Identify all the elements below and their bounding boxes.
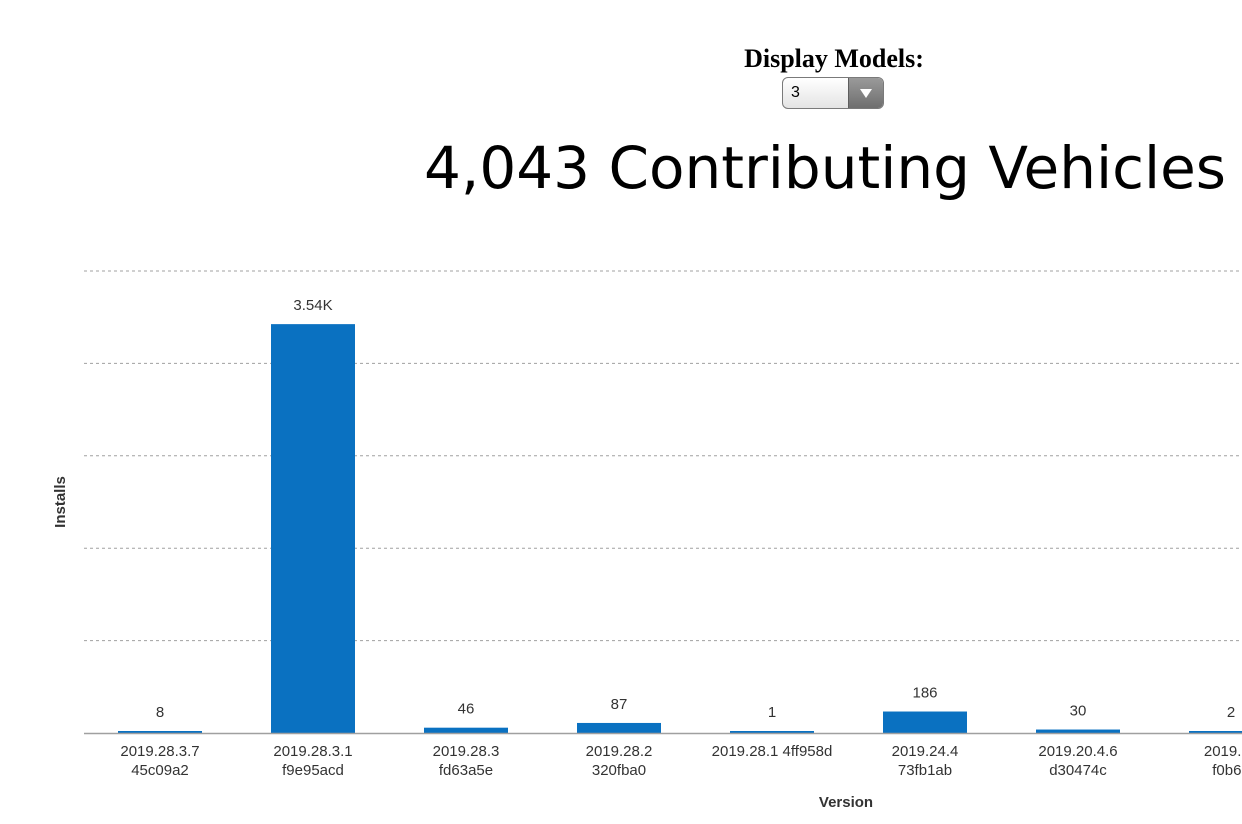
x-tick-label: d30474c <box>1049 762 1107 779</box>
x-tick-label: 45c09a2 <box>131 762 189 779</box>
bar <box>883 711 967 733</box>
x-tick-label: 2019.28.2 <box>586 743 653 760</box>
x-tick-label: 2019.24.4 <box>892 743 959 760</box>
x-tick-label: 73fb1ab <box>898 762 952 779</box>
x-tick-label: fd63a5e <box>439 762 493 779</box>
installs-bar-chart: 8 2019.28.3.7 45c09a2 3.54K 2019.28.3.1 f9e95… <box>52 270 1242 811</box>
bar <box>118 731 202 733</box>
select-arrow-box[interactable] <box>848 78 883 108</box>
data-label: 87 <box>611 696 628 713</box>
data-label: 186 <box>912 685 937 702</box>
display-models-select[interactable]: 3 <box>782 77 884 109</box>
x-axis-title: Version <box>819 794 873 811</box>
display-models-value: 3 <box>791 84 800 101</box>
bar <box>1189 731 1242 733</box>
data-label: 3.54K <box>293 297 332 314</box>
chevron-down-icon <box>860 89 872 98</box>
x-tick-label: 2019.28.3.1 <box>273 743 352 760</box>
x-tick-label: f0b66 <box>1212 762 1242 779</box>
data-label: 1 <box>768 704 776 721</box>
x-tick-label: 2019.20.4.6 <box>1038 743 1117 760</box>
x-tick-label: 320fba0 <box>592 762 646 779</box>
bar <box>730 731 814 733</box>
bar <box>271 324 355 733</box>
data-label: 8 <box>156 704 164 721</box>
display-models-label: Display Models: <box>744 44 924 73</box>
bar <box>424 727 508 733</box>
data-label: 2 <box>1227 704 1235 721</box>
x-tick-label: 2019.28.3 <box>433 743 500 760</box>
bar <box>577 722 661 733</box>
gridlines <box>84 270 1242 642</box>
x-tick-label: 2019.28.1 4ff958d <box>712 743 833 760</box>
data-label: 46 <box>458 701 475 718</box>
contributing-vehicles-headline: 4,043 Contributing Vehicles <box>424 134 1227 202</box>
x-tick-label: 2019.20 <box>1204 743 1242 760</box>
bar <box>1036 729 1120 733</box>
y-axis-title: Installs <box>52 476 69 528</box>
data-label: 30 <box>1070 703 1087 720</box>
x-tick-label: f9e95acd <box>282 762 344 779</box>
x-tick-label: 2019.28.3.7 <box>120 743 199 760</box>
